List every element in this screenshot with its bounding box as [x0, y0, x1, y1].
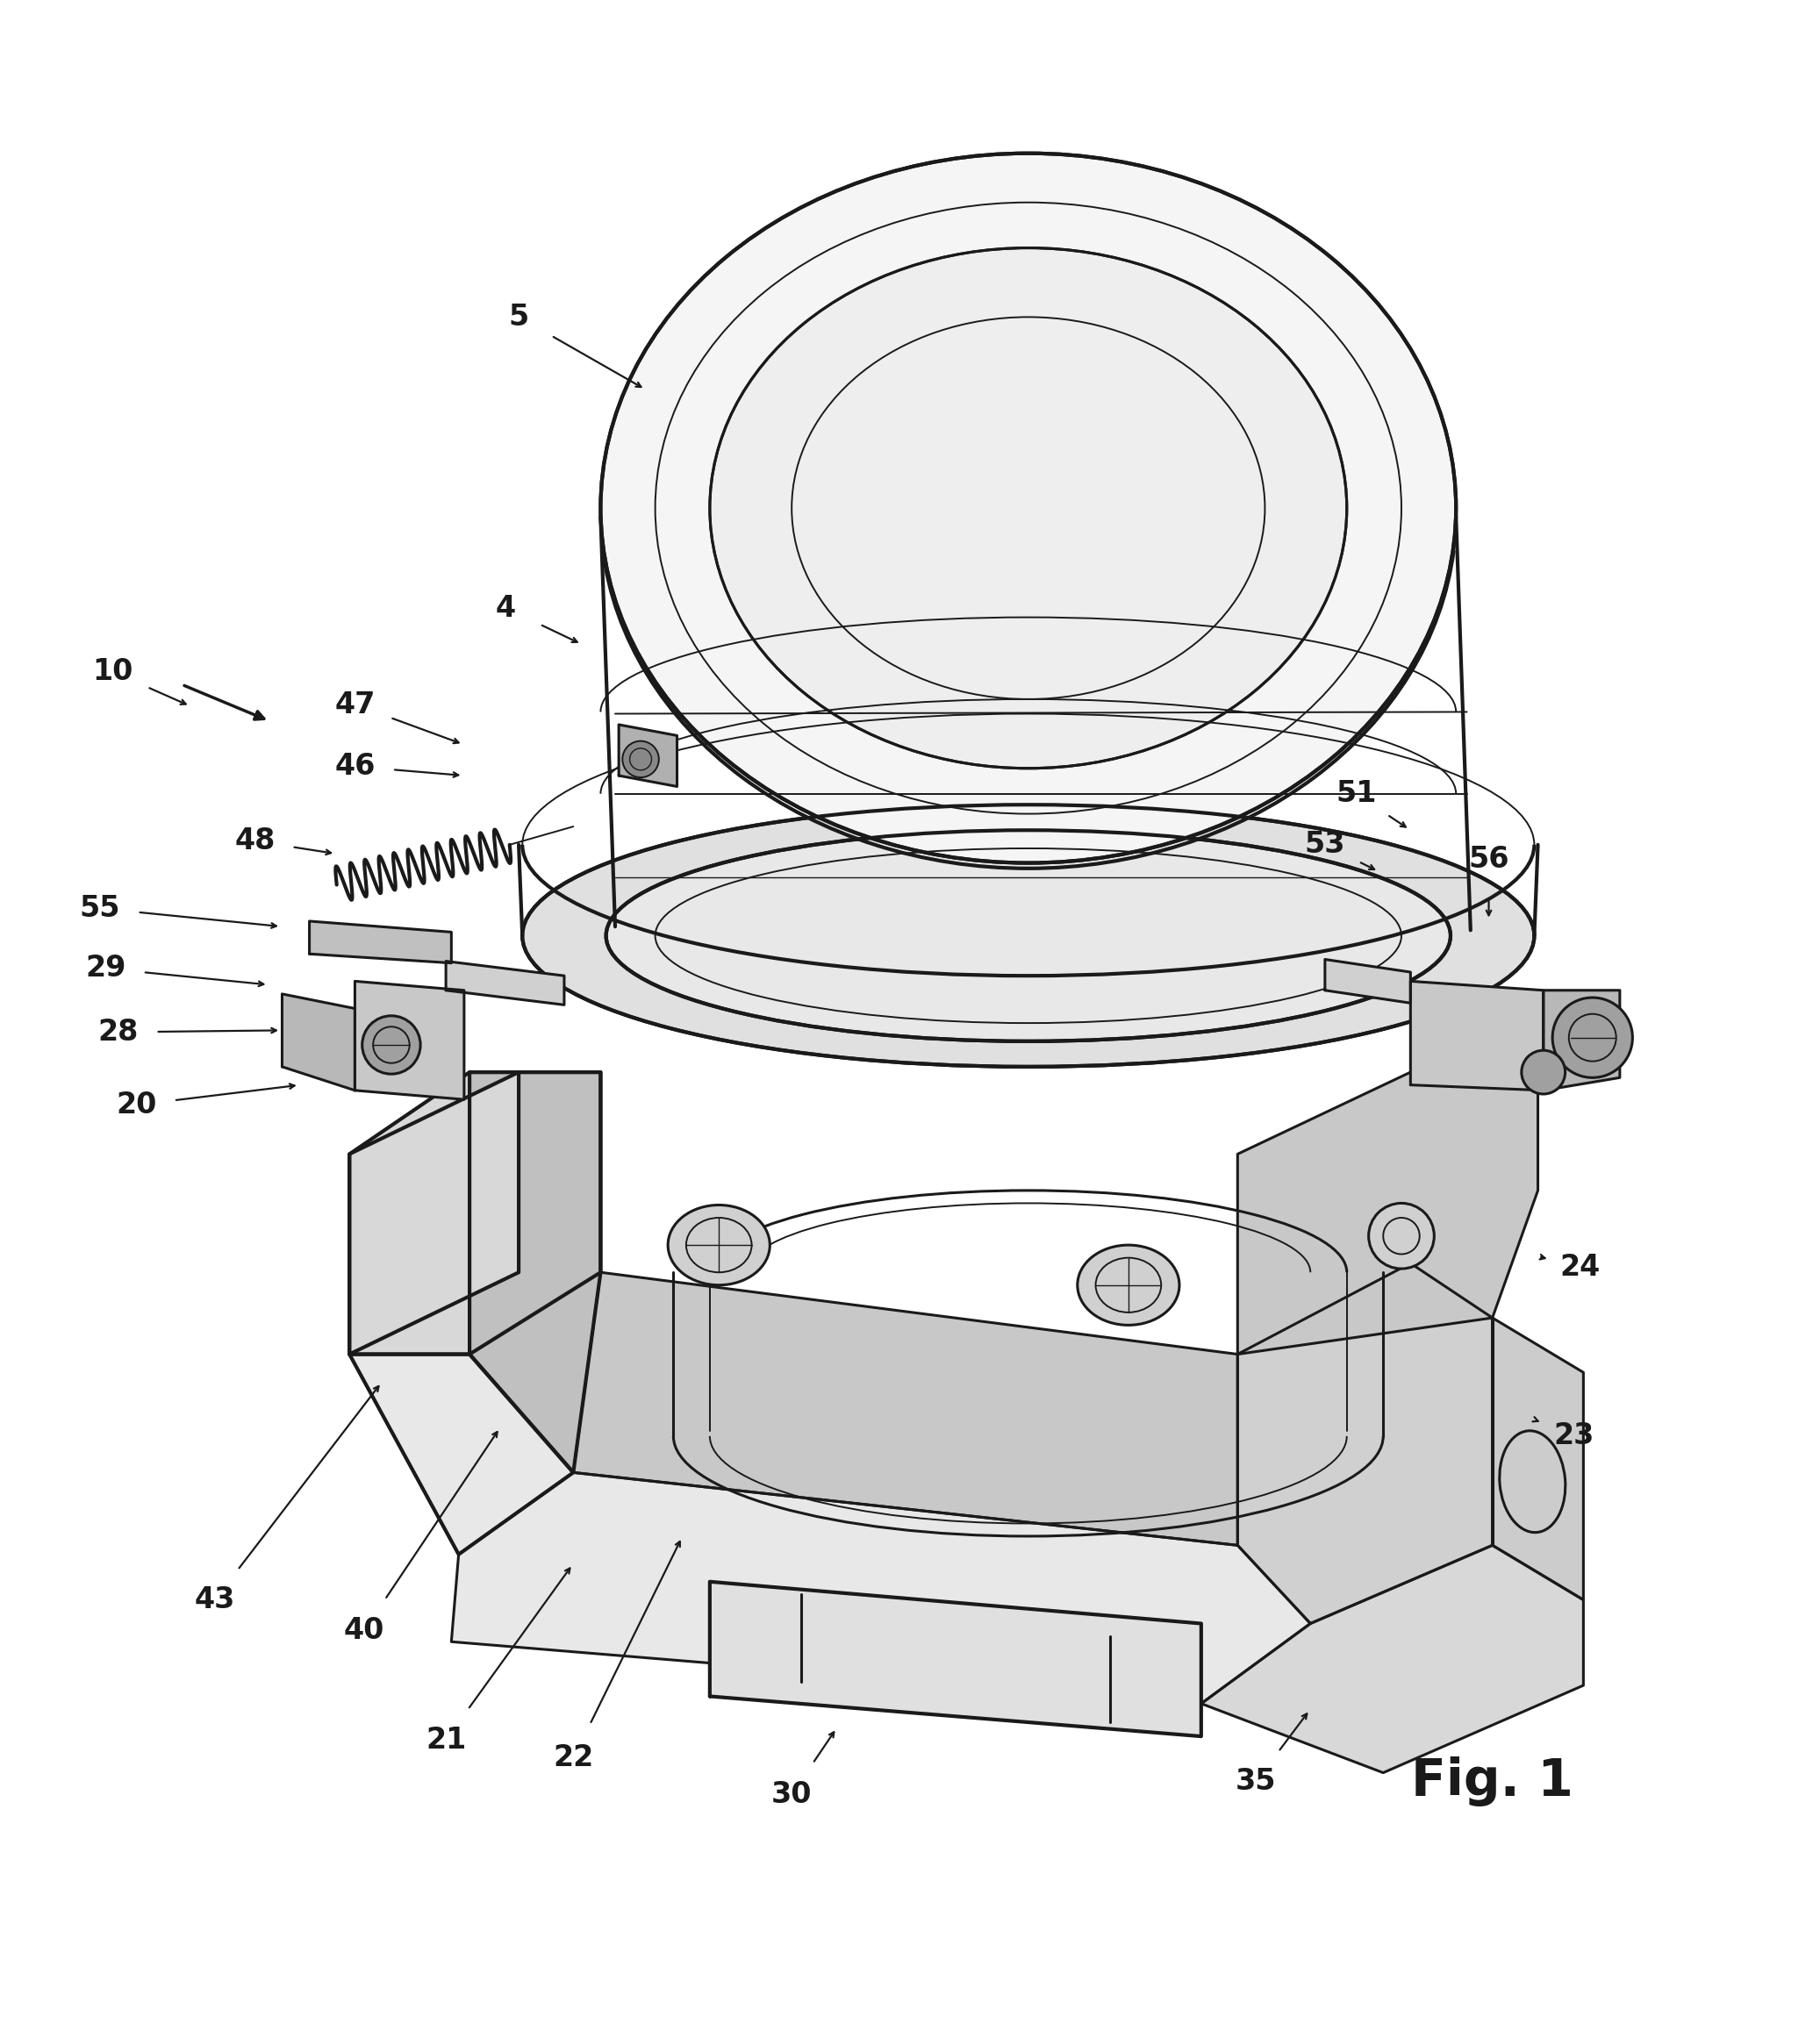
Text: 48: 48 [235, 827, 275, 855]
Polygon shape [446, 962, 564, 1004]
Text: 55: 55 [80, 894, 120, 924]
Text: 29: 29 [86, 954, 126, 982]
Text: 5: 5 [508, 303, 530, 331]
Text: 51: 51 [1336, 779, 1376, 809]
Polygon shape [309, 922, 451, 962]
Text: 30: 30 [772, 1781, 812, 1809]
Text: 40: 40 [344, 1616, 384, 1646]
Ellipse shape [668, 1204, 770, 1285]
Polygon shape [282, 994, 355, 1091]
Text: 28: 28 [98, 1019, 138, 1047]
Ellipse shape [601, 153, 1456, 863]
Text: 21: 21 [426, 1725, 466, 1755]
Polygon shape [349, 1073, 601, 1353]
Polygon shape [355, 980, 464, 1099]
Text: 23: 23 [1554, 1422, 1594, 1450]
Text: 10: 10 [93, 658, 133, 686]
Polygon shape [1543, 990, 1620, 1091]
Text: 53: 53 [1305, 831, 1345, 859]
Text: 47: 47 [335, 690, 375, 720]
Polygon shape [573, 1273, 1238, 1545]
Ellipse shape [1522, 1051, 1565, 1093]
Polygon shape [619, 724, 677, 787]
Text: 43: 43 [195, 1585, 235, 1614]
Polygon shape [1238, 1073, 1538, 1353]
Text: 46: 46 [335, 752, 375, 781]
Polygon shape [1201, 1545, 1583, 1773]
Text: 22: 22 [553, 1745, 593, 1773]
Ellipse shape [622, 740, 659, 777]
Text: 4: 4 [495, 593, 517, 623]
Polygon shape [451, 1472, 1310, 1704]
Polygon shape [1410, 980, 1543, 1091]
Text: 20: 20 [116, 1091, 157, 1119]
Text: 56: 56 [1469, 845, 1509, 873]
Polygon shape [470, 1073, 601, 1472]
Ellipse shape [522, 805, 1534, 1067]
Polygon shape [349, 1353, 573, 1555]
Text: 24: 24 [1560, 1253, 1600, 1281]
Polygon shape [710, 1581, 1201, 1737]
Polygon shape [1325, 960, 1410, 1002]
Polygon shape [349, 1073, 519, 1353]
Polygon shape [1492, 1317, 1583, 1599]
Ellipse shape [606, 831, 1451, 1041]
Text: Fig. 1: Fig. 1 [1410, 1757, 1574, 1807]
Ellipse shape [362, 1017, 420, 1073]
Ellipse shape [1077, 1244, 1179, 1325]
Ellipse shape [1552, 998, 1633, 1077]
Ellipse shape [710, 248, 1347, 768]
Ellipse shape [1369, 1204, 1434, 1269]
Text: 35: 35 [1236, 1767, 1276, 1797]
Polygon shape [1238, 1263, 1492, 1624]
